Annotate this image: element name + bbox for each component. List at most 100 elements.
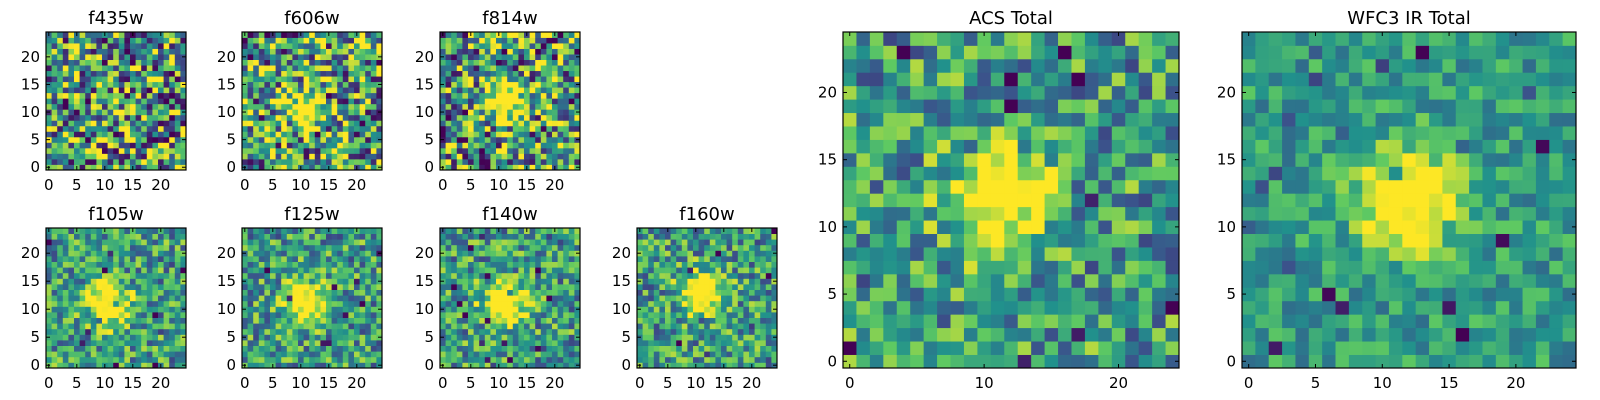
pixel-cell <box>1125 220 1140 234</box>
pixel-cell <box>637 272 643 279</box>
pixel-cell <box>298 278 304 285</box>
pixel-cell <box>298 76 304 83</box>
pixel-cell <box>529 328 536 335</box>
pixel-cell <box>247 98 254 105</box>
pixel-cell <box>1125 354 1140 369</box>
pixel-cell <box>563 65 570 72</box>
pixel-cell <box>484 87 491 94</box>
pixel-cell <box>309 120 316 127</box>
pixel-cell <box>281 284 288 290</box>
pixel-cell <box>456 267 463 274</box>
pixel-cell <box>479 244 486 251</box>
pixel-cell <box>348 37 355 44</box>
pixel-cell <box>1031 206 1045 221</box>
pixel-cell <box>754 340 761 346</box>
pixel-cell <box>359 340 366 346</box>
pixel-cell <box>518 136 525 143</box>
pixel-cell <box>359 136 366 143</box>
pixel-cell <box>281 345 288 352</box>
y-tick-label: 5 <box>30 328 40 346</box>
pixel-cell <box>281 228 288 234</box>
pixel-cell <box>342 158 349 165</box>
pixel-cell <box>51 87 58 94</box>
pixel-cell <box>242 65 248 72</box>
pixel-cell <box>303 164 310 171</box>
pixel-cell <box>281 278 288 285</box>
pixel-cell <box>568 120 575 127</box>
pixel-cell <box>843 341 857 355</box>
pixel-cell <box>270 261 276 268</box>
pixel-cell <box>937 247 951 261</box>
pixel-cell <box>152 362 159 369</box>
pixel-cell <box>473 136 480 143</box>
pixel-cell <box>174 114 181 121</box>
pixel-cell <box>648 289 655 296</box>
pixel-cell <box>270 256 276 262</box>
pixel-cell <box>90 87 97 94</box>
pixel-cell <box>456 278 463 285</box>
pixel-cell <box>275 340 282 346</box>
pixel-cell <box>320 65 327 72</box>
pixel-cell <box>303 142 310 149</box>
pixel-cell <box>490 334 497 341</box>
pixel-cell <box>270 37 276 44</box>
pixel-cell <box>484 239 491 246</box>
pixel-cell <box>169 125 176 132</box>
pixel-cell <box>130 147 136 154</box>
pixel-cell <box>1125 314 1140 329</box>
pixel-cell <box>637 323 643 330</box>
pixel-cell <box>462 164 469 171</box>
pixel-cell <box>342 43 349 49</box>
pixel-cell <box>518 356 525 363</box>
pixel-cell <box>698 233 705 240</box>
pixel-cell <box>557 48 564 55</box>
pixel-cell <box>74 114 80 121</box>
x-tick-label: 0 <box>44 176 54 194</box>
pixel-cell <box>552 54 558 60</box>
pixel-cell <box>309 76 316 83</box>
pixel-cell <box>331 340 338 346</box>
pixel-cell <box>546 65 553 72</box>
pixel-cell <box>348 103 355 110</box>
pixel-cell <box>681 244 688 251</box>
pixel-cell <box>950 179 965 194</box>
pixel-cell <box>107 267 114 274</box>
pixel-cell <box>535 233 542 240</box>
pixel-cell <box>574 76 581 83</box>
pixel-cell <box>152 87 159 94</box>
pixel-cell <box>445 340 452 346</box>
pixel-cell <box>856 193 871 208</box>
pixel-cell <box>281 59 288 66</box>
pixel-cell <box>292 334 299 341</box>
pixel-cell <box>715 233 722 240</box>
pixel-cell <box>726 356 733 363</box>
pixel-cell <box>501 114 508 121</box>
pixel-cell <box>342 65 349 72</box>
pixel-cell <box>275 43 282 49</box>
pixel-cell <box>309 98 316 105</box>
pixel-cell <box>85 239 92 246</box>
pixel-cell <box>62 340 69 346</box>
pixel-cell <box>113 76 120 83</box>
pixel-cell <box>529 239 536 246</box>
pixel-cell <box>843 220 857 234</box>
pixel-cell <box>118 295 125 302</box>
pixel-cell <box>107 278 114 285</box>
pixel-cell <box>107 239 114 246</box>
pixel-cell <box>169 272 176 279</box>
pixel-cell <box>473 356 480 363</box>
pixel-cell <box>169 37 176 44</box>
pixel-cell <box>264 92 271 99</box>
pixel-cell <box>1138 341 1153 355</box>
pixel-cell <box>113 153 120 160</box>
pixel-cell <box>264 295 271 302</box>
pixel-cell <box>659 233 666 240</box>
pixel-cell <box>648 334 655 341</box>
pixel-cell <box>68 244 75 251</box>
pixel-cell <box>331 244 338 251</box>
pixel-cell <box>258 267 265 274</box>
pixel-cell <box>57 295 64 302</box>
pixel-cell <box>535 228 542 234</box>
pixel-cell <box>331 356 338 363</box>
pixel-cell <box>365 70 372 77</box>
